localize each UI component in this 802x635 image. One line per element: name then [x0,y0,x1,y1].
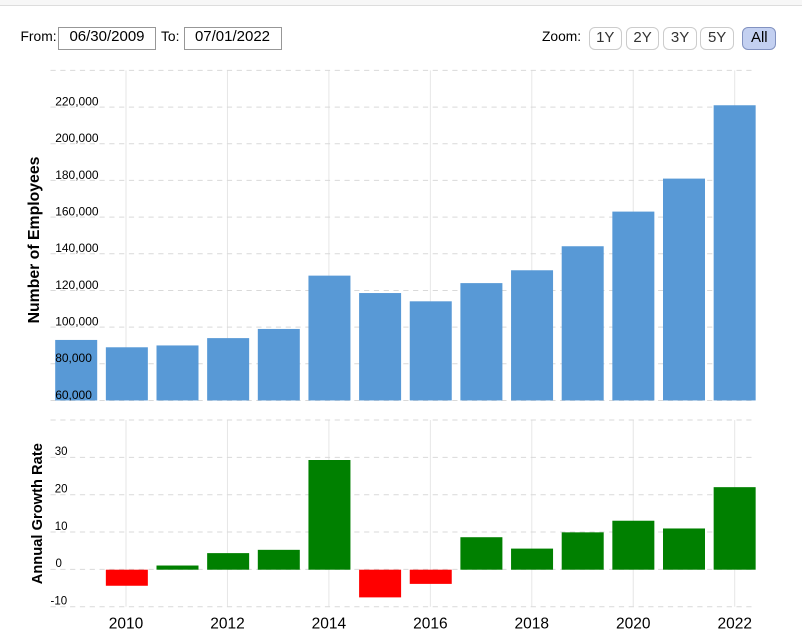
svg-text:2016: 2016 [413,616,447,633]
svg-text:10: 10 [55,521,68,533]
svg-text:100,000: 100,000 [55,315,99,329]
svg-text:2012: 2012 [210,616,244,633]
svg-text:2014: 2014 [312,616,347,633]
svg-text:30: 30 [55,446,68,458]
svg-text:Number of Employees: Number of Employees [26,156,43,323]
svg-text:220,000: 220,000 [55,94,99,108]
svg-text:180,000: 180,000 [55,168,99,182]
svg-text:0: 0 [56,558,62,570]
svg-text:2020: 2020 [616,616,651,633]
svg-text:Annual Growth Rate: Annual Growth Rate [30,443,46,584]
svg-text:200,000: 200,000 [55,131,99,145]
svg-text:2022: 2022 [717,616,751,633]
svg-text:160,000: 160,000 [55,205,99,219]
svg-text:140,000: 140,000 [55,241,99,255]
svg-text:60,000: 60,000 [55,388,92,402]
svg-text:80,000: 80,000 [55,351,92,365]
svg-text:20: 20 [55,484,68,496]
svg-text:-10: -10 [51,596,68,608]
svg-text:2018: 2018 [515,616,549,633]
svg-text:2010: 2010 [109,616,144,633]
svg-text:120,000: 120,000 [55,278,99,292]
